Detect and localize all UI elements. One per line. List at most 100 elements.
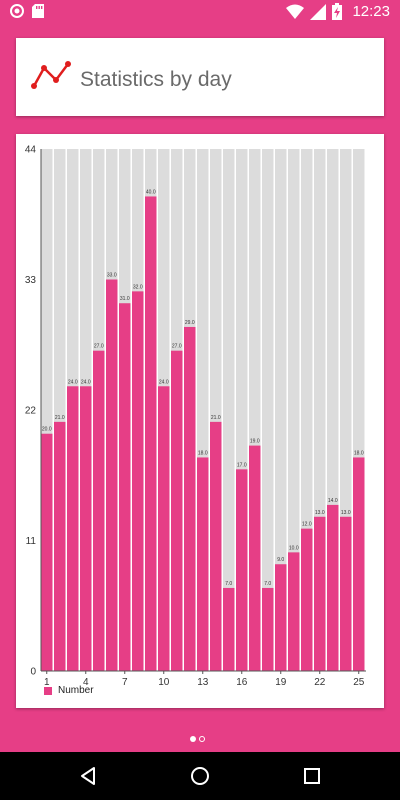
page-dot-active[interactable] [190,736,196,742]
data-label: 9.0 [277,557,284,563]
data-bar [301,528,313,671]
data-bar [249,445,261,671]
x-tick-label: 16 [236,677,248,688]
data-bar [340,516,352,671]
data-label: 18.0 [198,450,208,456]
data-bar [353,457,365,671]
data-bar [223,587,235,671]
background-bar [236,149,248,671]
y-tick-label: 22 [25,406,37,417]
status-right-icons: 12:23 [286,3,390,20]
x-tick-label: 25 [353,677,365,688]
signal-icon [310,3,327,20]
data-bar [314,516,326,671]
data-label: 10.0 [289,545,299,551]
data-bar [327,504,339,671]
status-time: 12:23 [352,3,390,20]
x-tick-label: 19 [275,677,287,688]
battery-charging-icon [332,3,343,20]
background-bar [340,149,352,671]
x-tick-label: 4 [83,677,89,688]
x-tick-label: 10 [158,677,170,688]
background-bar [301,149,313,671]
data-bar [106,279,118,671]
data-label: 7.0 [264,581,271,587]
legend-label: Number [58,685,94,696]
data-bar [119,303,131,671]
data-bar [54,421,66,671]
background-bar [249,149,261,671]
data-label: 7.0 [225,581,232,587]
data-bar [184,326,196,671]
data-bar [262,587,274,671]
y-tick-label: 33 [25,275,37,286]
background-bar [314,149,326,671]
data-bar [158,386,170,671]
page-dot-inactive[interactable] [199,736,205,742]
data-bar [80,386,92,671]
y-tick-label: 0 [30,667,36,678]
background-bar [41,149,53,671]
data-label: 33.0 [107,273,117,279]
data-label: 13.0 [315,510,325,516]
background-bar [327,149,339,671]
data-label: 29.0 [185,320,195,326]
data-label: 21.0 [55,415,65,421]
page-indicator [190,736,205,742]
y-tick-label: 11 [26,536,37,547]
background-bar [210,149,222,671]
data-bar [197,457,209,671]
legend-swatch [44,686,52,695]
nav-bar [0,752,400,800]
data-bar [171,350,183,671]
data-bar [93,350,105,671]
x-tick-label: 7 [122,677,128,688]
line-chart-icon [31,61,71,89]
data-label: 27.0 [172,344,182,350]
data-bar [132,291,144,671]
data-label: 12.0 [302,522,312,528]
background-bar [275,149,287,671]
background-bar [288,149,300,671]
recents-icon[interactable] [300,764,324,788]
data-label: 32.0 [133,284,143,290]
data-bar [275,564,287,671]
data-bar [210,421,222,671]
background-bar [353,149,365,671]
data-label: 24.0 [68,379,78,385]
circle-notification-icon [10,4,24,18]
chart-card: 20.0 21.0 24.0 24.0 27.0 33.0 31.0 32.0 40.0 24.0… [16,134,384,708]
x-tick-label: 13 [197,677,209,688]
y-tick-label: 44 [25,145,37,156]
data-label: 19.0 [250,439,260,445]
header-card: Statistics by day [16,38,384,116]
data-bar [67,386,79,671]
data-label: 20.0 [42,427,52,433]
x-tick-label: 22 [314,677,326,688]
data-bar [288,552,300,671]
data-label: 27.0 [94,344,104,350]
status-left-icons [10,4,44,18]
background-bar [223,149,235,671]
data-label: 14.0 [328,498,338,504]
page-title: Statistics by day [80,68,232,91]
data-label: 31.0 [120,296,130,302]
data-label: 13.0 [341,510,351,516]
data-bar [236,469,248,671]
sd-card-icon [32,4,44,18]
data-label: 17.0 [237,462,247,468]
status-bar: 12:23 [0,0,400,24]
data-label: 40.0 [146,189,156,195]
background-bar [197,149,209,671]
background-bar [262,149,274,671]
data-label: 24.0 [159,379,169,385]
data-bar [41,433,53,671]
data-label: 21.0 [211,415,221,421]
data-label: 18.0 [354,450,364,456]
home-icon[interactable] [188,764,212,788]
x-tick-label: 1 [44,677,50,688]
back-icon[interactable] [76,764,100,788]
background-bar [54,149,66,671]
bar-chart: 20.021.024.0 24.027.033.031.032.040.024.0… [25,145,366,688]
data-label: 24.0 [81,379,91,385]
